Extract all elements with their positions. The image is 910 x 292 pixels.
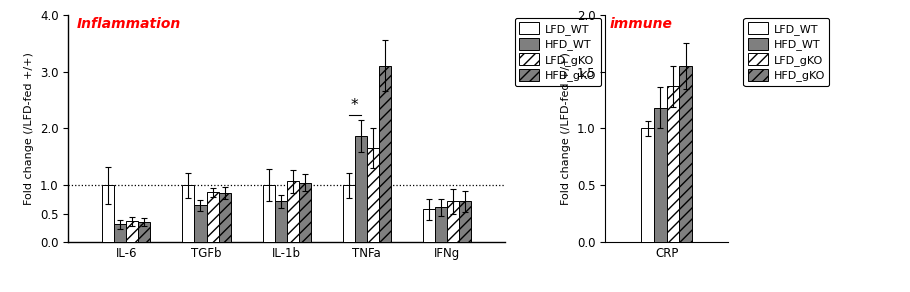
Bar	[459, 201, 471, 242]
Bar	[642, 128, 654, 242]
Bar	[102, 185, 115, 242]
Bar	[207, 192, 218, 242]
Bar	[183, 185, 195, 242]
Bar	[666, 86, 679, 242]
Bar	[126, 221, 138, 242]
Bar	[423, 209, 435, 242]
Bar	[275, 201, 287, 242]
Bar	[343, 185, 355, 242]
Text: Inflammation: Inflammation	[77, 17, 181, 31]
Legend: LFD_WT, HFD_WT, LFD_gKO, HFD_gKO: LFD_WT, HFD_WT, LFD_gKO, HFD_gKO	[743, 18, 829, 86]
Y-axis label: Fold change (/LFD-fed +/+): Fold change (/LFD-fed +/+)	[25, 52, 35, 205]
Bar	[138, 223, 150, 242]
Bar	[679, 66, 692, 242]
Bar	[263, 185, 275, 242]
Bar	[218, 193, 230, 242]
Bar	[435, 207, 447, 242]
Bar	[195, 205, 207, 242]
Bar	[367, 148, 379, 242]
Bar	[115, 224, 126, 242]
Legend: LFD_WT, HFD_WT, LFD_gKO, HFD_gKO: LFD_WT, HFD_WT, LFD_gKO, HFD_gKO	[515, 18, 601, 86]
Bar	[447, 201, 459, 242]
Bar	[355, 136, 367, 242]
Bar	[379, 66, 390, 242]
Bar	[298, 182, 310, 242]
Text: *: *	[351, 98, 359, 112]
Bar	[654, 108, 666, 242]
Y-axis label: Fold change (/LFD-fed +/+): Fold change (/LFD-fed +/+)	[561, 52, 571, 205]
Bar	[287, 181, 298, 242]
Text: immune: immune	[610, 17, 672, 31]
